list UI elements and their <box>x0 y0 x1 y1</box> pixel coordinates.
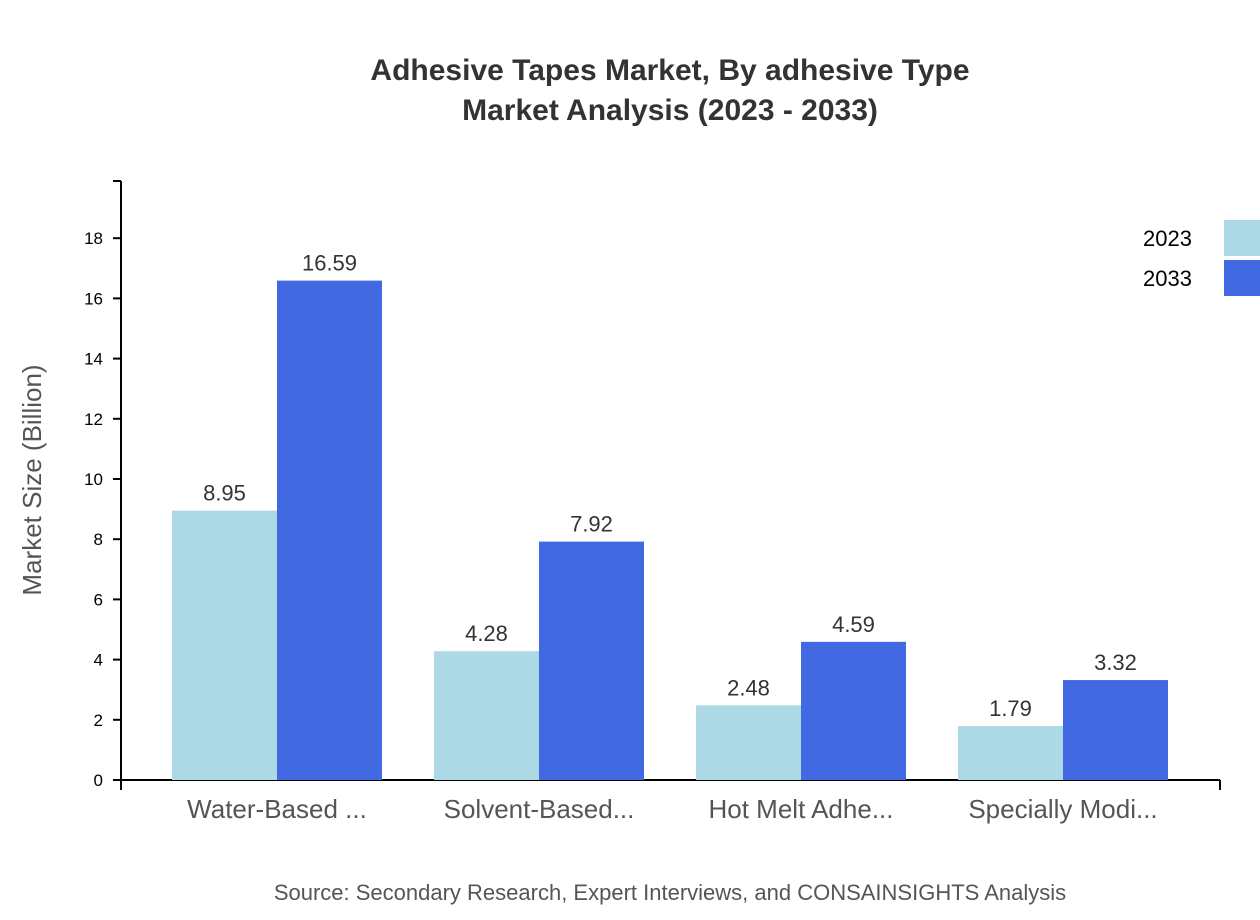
bar-2023 <box>434 651 539 780</box>
bar-2023 <box>696 705 801 780</box>
chart-title: Adhesive Tapes Market, By adhesive Type <box>370 54 969 87</box>
bar-2033 <box>539 541 644 780</box>
data-label: 7.92 <box>570 512 613 537</box>
y-tick-label: 16 <box>84 289 103 308</box>
y-tick-label: 6 <box>94 590 103 609</box>
bar-2023 <box>172 510 277 780</box>
x-tick-label: Water-Based ... <box>187 794 367 824</box>
legend-label: 2033 <box>1143 266 1192 291</box>
data-label: 2.48 <box>727 675 770 700</box>
legend-label: 2023 <box>1143 226 1192 251</box>
y-axis-label: Market Size (Billion) <box>17 364 47 595</box>
y-tick-label: 4 <box>94 651 103 670</box>
y-tick-label: 12 <box>84 410 103 429</box>
bar-2023 <box>958 726 1063 780</box>
y-tick-label: 14 <box>84 350 103 369</box>
y-tick-label: 2 <box>94 711 103 730</box>
bar-2033 <box>1063 680 1168 780</box>
legend-swatch-2033 <box>1224 260 1260 296</box>
y-tick-label: 0 <box>94 771 103 790</box>
chart-subtitle: Market Analysis (2023 - 2033) <box>462 94 878 127</box>
x-tick-label: Specially Modi... <box>968 794 1157 824</box>
bar-2033 <box>801 641 906 780</box>
data-label: 16.59 <box>302 251 357 276</box>
data-label: 4.28 <box>465 621 508 646</box>
x-tick-label: Hot Melt Adhe... <box>709 794 894 824</box>
data-label: 3.32 <box>1094 650 1137 675</box>
x-tick-label: Solvent-Based... <box>444 794 635 824</box>
y-tick-label: 10 <box>84 470 103 489</box>
bar-2033 <box>277 280 382 780</box>
y-tick-label: 18 <box>84 229 103 248</box>
data-label: 4.59 <box>832 612 875 637</box>
source-note: Source: Secondary Research, Expert Inter… <box>274 880 1066 905</box>
data-label: 8.95 <box>203 481 246 506</box>
y-tick-label: 8 <box>94 530 103 549</box>
legend-swatch-2023 <box>1224 220 1260 256</box>
data-label: 1.79 <box>989 696 1032 721</box>
